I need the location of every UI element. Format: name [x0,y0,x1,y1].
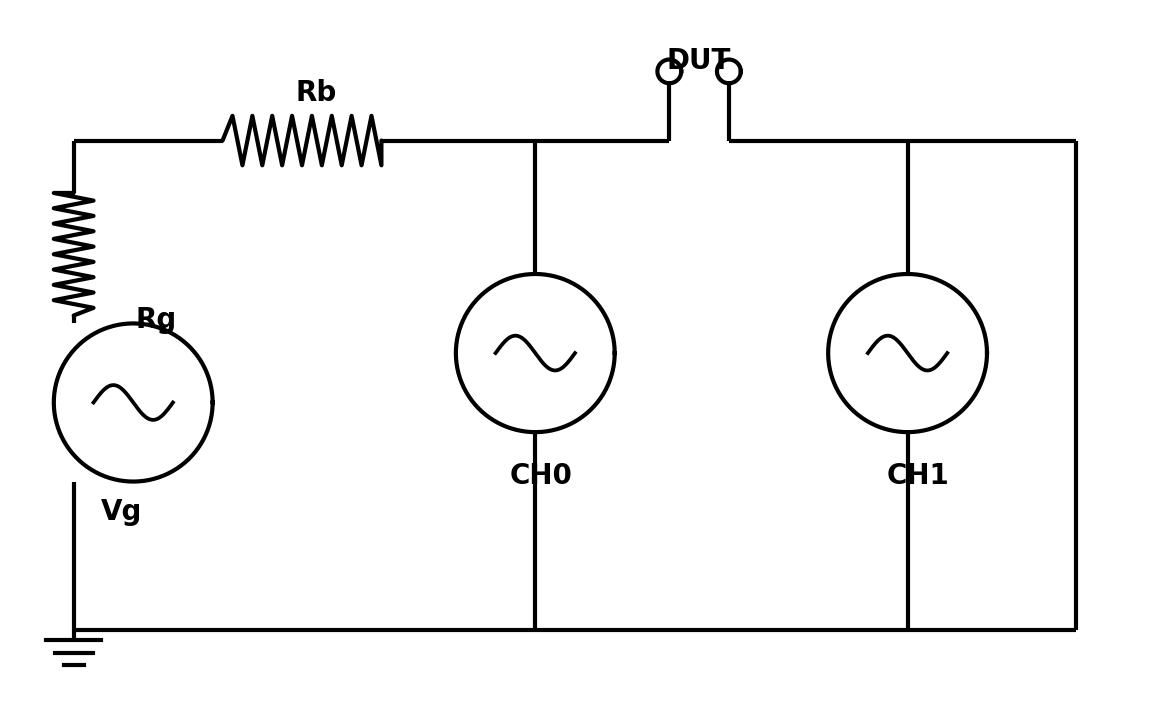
Text: Vg: Vg [101,498,143,526]
Text: CH0: CH0 [509,462,573,490]
Text: CH1: CH1 [887,462,950,490]
Text: DUT: DUT [666,47,730,75]
Text: Rb: Rb [296,79,337,107]
Text: Rg: Rg [136,306,177,334]
